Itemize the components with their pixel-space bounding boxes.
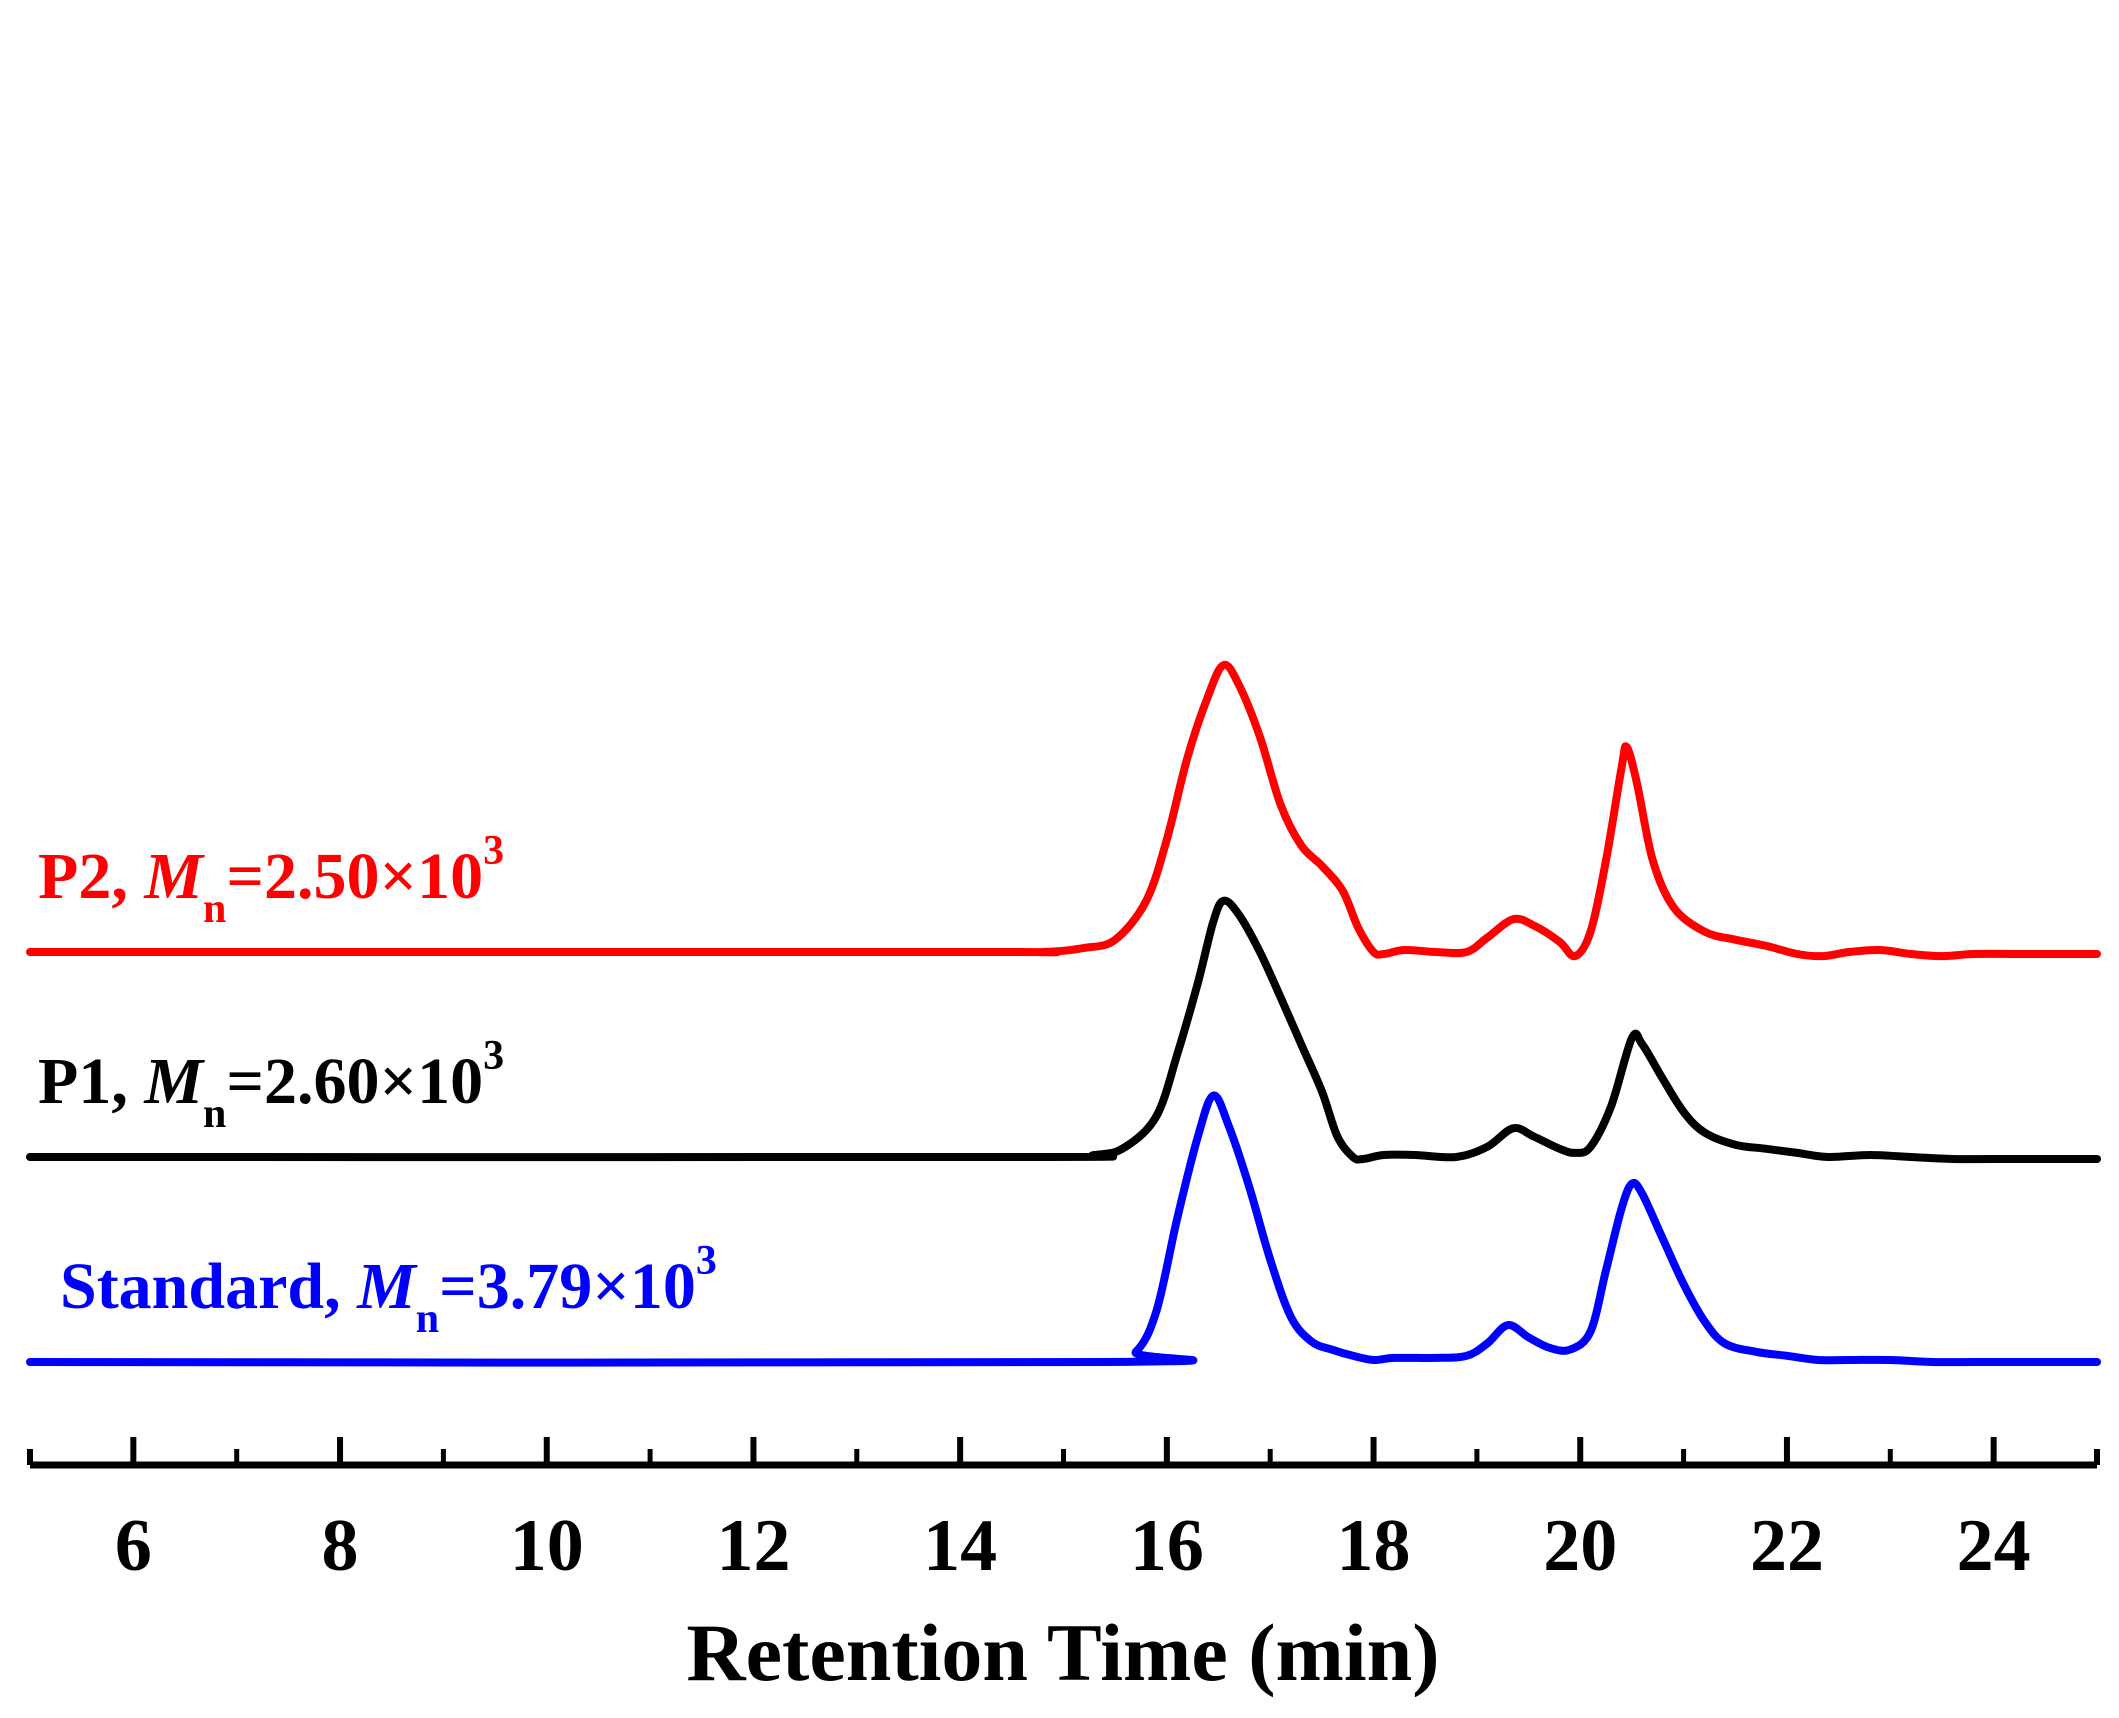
series-line-p2 — [26, 660, 2101, 961]
legend-standard-prefix: Standard, — [60, 1250, 357, 1323]
x-tick-label-14: 14 — [923, 1505, 997, 1587]
legend-p2-value: =2.50×10 — [226, 840, 483, 913]
series-line-standard — [26, 1091, 2101, 1367]
legend-p1-mn: M — [143, 1045, 205, 1118]
x-axis-title: Retention Time (min) — [686, 1607, 1439, 1698]
x-tick-label-16: 16 — [1130, 1505, 1204, 1587]
legend-standard-sup: 3 — [696, 1238, 717, 1284]
legend-standard: Standard, Mn=3.79×103 — [60, 1238, 717, 1342]
legend-p2-sup: 3 — [483, 828, 504, 874]
legend-standard-sub: n — [416, 1296, 439, 1342]
x-tick-label-24: 24 — [1957, 1505, 2031, 1587]
x-tick-label-12: 12 — [716, 1505, 790, 1587]
x-tick-label-10: 10 — [510, 1505, 584, 1587]
x-tick-label-18: 18 — [1337, 1505, 1411, 1587]
legend-standard-value: =3.79×10 — [439, 1250, 696, 1323]
x-tick-label-22: 22 — [1750, 1505, 1824, 1587]
legend-p2-sub: n — [203, 886, 226, 932]
legend-p1-sup: 3 — [483, 1033, 504, 1079]
legend-p1-sub: n — [203, 1091, 226, 1137]
x-axis-tick-labels: 6 8 10 12 14 16 18 20 22 24 — [115, 1505, 2031, 1587]
legend-standard-mn: M — [356, 1250, 418, 1323]
legend-p2: P2, Mn=2.50×103 — [38, 828, 504, 932]
series-line-p1 — [26, 896, 2101, 1164]
x-axis-ticks — [27, 1437, 2100, 1465]
legend-p1-value: =2.60×10 — [226, 1045, 483, 1118]
x-tick-label-20: 20 — [1543, 1505, 1617, 1587]
x-tick-label-6: 6 — [115, 1505, 152, 1587]
legend-p2-mn: M — [143, 840, 205, 913]
trace-group — [26, 660, 2101, 1367]
legend-p1-prefix: P1, — [38, 1045, 144, 1118]
x-tick-label-8: 8 — [322, 1505, 359, 1587]
legend-p2-prefix: P2, — [38, 840, 144, 913]
legend-p1: P1, Mn=2.60×103 — [38, 1033, 504, 1137]
